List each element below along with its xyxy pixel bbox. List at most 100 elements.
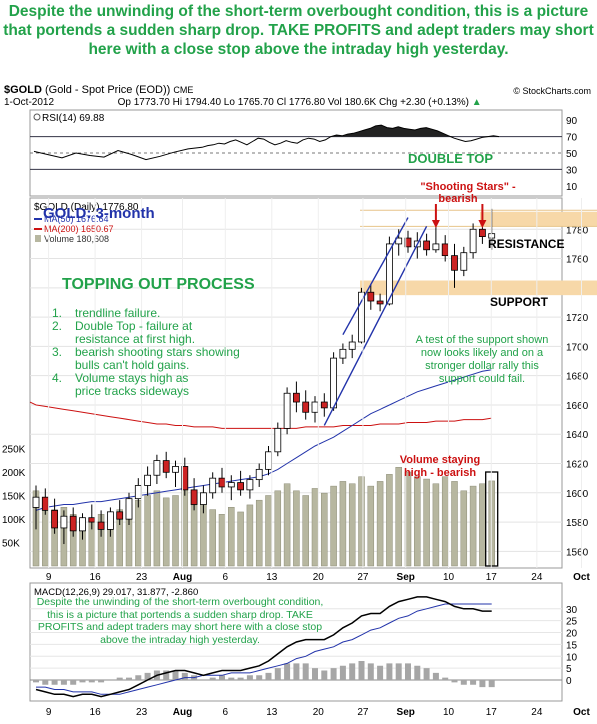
point-text: Volume stays high as	[75, 371, 188, 385]
rsi-annotation-double-top: DOUBLE TOP	[408, 151, 493, 166]
volume-bar	[283, 483, 291, 567]
macd-histogram-bar	[284, 663, 291, 680]
macd-histogram-bar	[42, 680, 49, 685]
macd-histogram-bar	[209, 677, 216, 680]
candle-body	[172, 466, 179, 473]
candle-body	[134, 485, 142, 500]
volume-scale-label: 200K	[2, 468, 26, 479]
macd-histogram-bar	[60, 680, 67, 685]
volume-bar	[358, 476, 365, 567]
symbol: $GOLD	[4, 84, 42, 96]
candle-body	[153, 460, 161, 476]
candle-body	[348, 341, 356, 350]
volume-bar	[162, 497, 170, 567]
candle-body	[32, 496, 40, 508]
shooting-star-arrowhead	[431, 220, 440, 228]
volume: Vol 180.6K	[327, 97, 377, 108]
header-stats: 1-Oct-2012 Op 1773.70 Hi 1794.40 Lo 1765…	[4, 97, 482, 108]
volume-bar	[153, 490, 161, 567]
macd-histogram-bar	[219, 675, 225, 680]
macd-title: MACD(12,26,9) 29.017, 31.877, -2.860	[34, 587, 198, 598]
volume-scale-label: 100K	[2, 515, 26, 526]
price-tick-label: 1600	[566, 489, 589, 500]
candle-body	[190, 489, 198, 505]
candle-body	[237, 482, 245, 491]
macd-histogram-bar	[172, 670, 179, 680]
rsi-tick-label: 50	[566, 149, 578, 160]
price-tick-label: 1780	[566, 225, 589, 236]
support-zone	[360, 280, 597, 296]
volume-legend-swatch	[35, 235, 41, 242]
macd-histogram-bar	[386, 663, 393, 680]
volume-bar	[209, 509, 216, 567]
volume-bar	[404, 471, 412, 567]
support-note-line: A test of the support shown	[416, 334, 549, 346]
volume-bar	[376, 481, 384, 567]
volume-bar	[255, 499, 263, 567]
volume-bar	[367, 485, 375, 567]
volume-bar	[348, 483, 356, 567]
point-text: bearish shooting stars showing	[75, 345, 240, 359]
candle-body	[292, 392, 300, 403]
macd-histogram-bar	[321, 670, 328, 680]
candle-body	[41, 496, 49, 511]
candle-body	[255, 468, 263, 481]
macd-histogram-bar	[79, 680, 86, 683]
support-note-line: now looks likely and on a	[421, 347, 544, 359]
candle-body	[227, 482, 235, 488]
point-number: 3.	[52, 345, 62, 359]
volume-bar	[311, 488, 319, 567]
price-tick-label: 1580	[566, 518, 589, 529]
macd-histogram-bar	[293, 663, 300, 680]
chart-label: GOLD: 3-month	[43, 205, 155, 222]
rsi-line	[33, 124, 500, 161]
macd-histogram-bar	[367, 663, 374, 680]
volume-scale-label: 50K	[2, 539, 20, 550]
volume-legend-label: Volume 180,608	[44, 234, 109, 244]
candle-body	[320, 401, 328, 409]
point-text: Double Top - failure at	[75, 319, 193, 333]
price-x-tick-label: Oct	[573, 572, 590, 583]
volume-bar	[330, 485, 337, 567]
volume-bar	[246, 504, 254, 567]
volume-note-line: Volume staying	[400, 454, 480, 466]
headline-note: Despite the unwinding of the short-term …	[3, 3, 594, 58]
macd-tick-label: 20	[566, 629, 578, 640]
macd-histogram-bar	[488, 680, 495, 688]
close: Cl 1776.80	[276, 97, 326, 108]
price-title: $GOLD (Daily) 1776.80	[34, 202, 139, 213]
point-text: trendline failure.	[75, 306, 160, 320]
candle-body	[330, 357, 338, 409]
macd-x-tick-label: 6	[223, 707, 229, 718]
macd-histogram-bar	[479, 680, 486, 688]
resistance-zone	[480, 211, 597, 227]
macd-histogram-bar	[246, 675, 253, 680]
candle-body	[404, 237, 412, 248]
volume-bar	[479, 483, 486, 567]
volume-bar	[265, 495, 272, 567]
point-number: 4.	[52, 371, 62, 385]
ma200-legend-label: MA(200) 1650.67	[44, 224, 114, 234]
candle-body	[265, 451, 272, 470]
candle-body	[311, 401, 319, 413]
volume-bar	[460, 490, 468, 567]
change: Chg +2.30 (+0.13%)	[378, 97, 470, 108]
macd-x-tick-label: 9	[46, 707, 52, 718]
volume-bar	[395, 467, 402, 567]
macd-tick-label: 10	[566, 652, 578, 663]
candle-body	[218, 477, 226, 488]
volume-bar	[321, 492, 328, 567]
volume-scale-label: 250K	[2, 445, 26, 456]
candle-body	[283, 392, 291, 429]
volume-bar	[228, 507, 235, 567]
rsi-overbought-fill	[34, 125, 499, 137]
rsi-tick-label: 90	[566, 116, 578, 127]
volume-bar	[469, 485, 477, 567]
volume-bar	[237, 511, 244, 567]
shooting-star-arrowhead	[478, 220, 487, 228]
rsi-legend-dot	[33, 113, 41, 121]
volume-bar	[441, 476, 449, 567]
macd-histogram-bar	[163, 670, 170, 680]
price-tick-label: 1760	[566, 255, 589, 266]
